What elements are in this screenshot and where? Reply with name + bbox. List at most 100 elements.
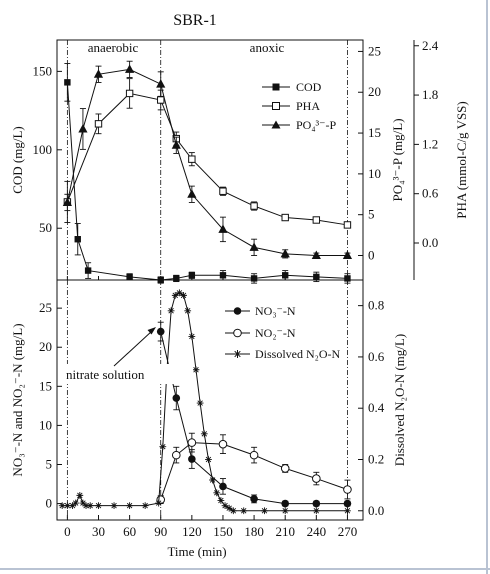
phase-label-anaerobic: anaerobic	[88, 40, 139, 55]
legend-label-no2: NO₂⁻-N	[255, 326, 296, 340]
legend-label-po4: PO₄³⁻-P	[296, 118, 336, 132]
data-point	[282, 272, 289, 279]
nox-axis-tick-label: 25	[39, 300, 52, 315]
data-point	[312, 216, 321, 224]
series-line	[160, 331, 348, 505]
data-point	[93, 69, 104, 78]
phase-label-anoxic: anoxic	[250, 40, 285, 55]
data-point	[249, 450, 259, 460]
data-point	[219, 272, 227, 279]
data-point	[240, 507, 248, 515]
nox-axis-tick-label: 10	[39, 417, 52, 432]
legend-label-cod: COD	[296, 80, 322, 94]
series-2	[58, 289, 351, 515]
data-point	[343, 485, 352, 494]
data-point	[217, 497, 225, 504]
series-2	[62, 60, 353, 260]
data-point	[229, 507, 237, 515]
data-point	[126, 502, 134, 510]
series-0	[156, 321, 352, 508]
legend-marker-pha	[272, 102, 280, 110]
data-point	[187, 189, 197, 198]
data-point	[219, 187, 227, 195]
data-point	[157, 96, 165, 104]
data-point	[219, 482, 227, 491]
data-point	[281, 213, 289, 222]
data-point	[205, 456, 212, 463]
n2o-axis-tick-label: 0.4	[368, 400, 385, 415]
legend-marker-cod	[272, 83, 280, 91]
data-point	[221, 502, 229, 510]
x-tick-label: 90	[154, 524, 167, 539]
data-point	[76, 491, 84, 499]
bottom-legend: NO₃⁻-N NO₂⁻-N Dissolved N₂O-N	[225, 304, 341, 361]
top-panel	[62, 40, 353, 284]
series-line	[66, 82, 348, 281]
data-point	[78, 123, 88, 133]
data-point	[84, 267, 92, 274]
chart-title: SBR-1	[173, 12, 217, 29]
data-point	[311, 250, 321, 260]
data-point	[125, 89, 134, 98]
pha-axis-tick-label: 0.6	[422, 186, 439, 201]
po4-axis-tick-label: 15	[368, 125, 381, 140]
pha-axis-title: PHA (mmol-C/g VSS)	[454, 101, 469, 219]
legend-label-pha: PHA	[296, 99, 320, 113]
data-point	[63, 502, 71, 510]
x-tick-label: 120	[182, 524, 202, 539]
data-point	[172, 394, 181, 402]
data-point	[342, 250, 353, 260]
legend-marker-no2	[233, 328, 242, 338]
data-point	[125, 64, 135, 73]
data-point	[343, 499, 352, 508]
annotation-arrow-head	[147, 327, 156, 335]
data-point	[281, 507, 289, 515]
nox-axis-tick-label: 5	[46, 456, 53, 471]
data-point	[187, 438, 197, 447]
nitrate-annotation: nitrate solution	[63, 327, 193, 384]
cod-axis-title: COD (mg/L)	[10, 126, 25, 194]
data-point	[171, 450, 181, 460]
data-point	[280, 464, 290, 473]
x-tick-label: 210	[275, 524, 295, 539]
data-point	[196, 399, 204, 407]
data-point	[86, 502, 94, 510]
annotation-arrow-line	[113, 330, 153, 367]
data-point	[213, 489, 221, 497]
pha-axis-tick-label: 1.8	[422, 87, 438, 102]
series-0	[64, 63, 351, 284]
x-axis-title: Time (min)	[167, 544, 226, 559]
data-point	[218, 439, 228, 449]
data-point	[171, 291, 179, 299]
n2o-axis-tick-label: 0.0	[368, 503, 384, 518]
po4-axis-tick-label: 5	[368, 207, 375, 222]
data-point	[155, 499, 163, 507]
data-point	[58, 502, 66, 510]
data-point	[141, 502, 149, 510]
data-point	[69, 502, 76, 510]
data-point	[184, 307, 192, 315]
data-point	[94, 120, 103, 128]
data-point	[176, 289, 183, 297]
series-line	[66, 92, 348, 226]
legend-label-n2o: Dissolved N₂O-N	[255, 347, 341, 361]
annotation-backdrop	[63, 364, 193, 384]
data-point	[250, 495, 258, 503]
nox-axis-tick-label: 15	[39, 378, 52, 393]
x-tick-label: 150	[213, 524, 233, 539]
pha-axis-tick-label: 1.2	[422, 136, 438, 151]
n2o-axis-tick-label: 0.6	[368, 349, 385, 364]
data-point	[171, 140, 181, 149]
data-point	[200, 430, 208, 438]
cod-axis-tick-label: 100	[33, 142, 53, 157]
data-point	[249, 242, 259, 251]
data-point	[95, 502, 102, 510]
x-tick-label: 240	[307, 524, 327, 539]
image-border-right	[486, 0, 488, 574]
data-point	[281, 499, 290, 508]
bottom-panel	[58, 280, 352, 520]
series-1	[156, 432, 352, 505]
pha-axis-tick-label: 0.0	[422, 235, 438, 250]
data-point	[209, 476, 216, 484]
